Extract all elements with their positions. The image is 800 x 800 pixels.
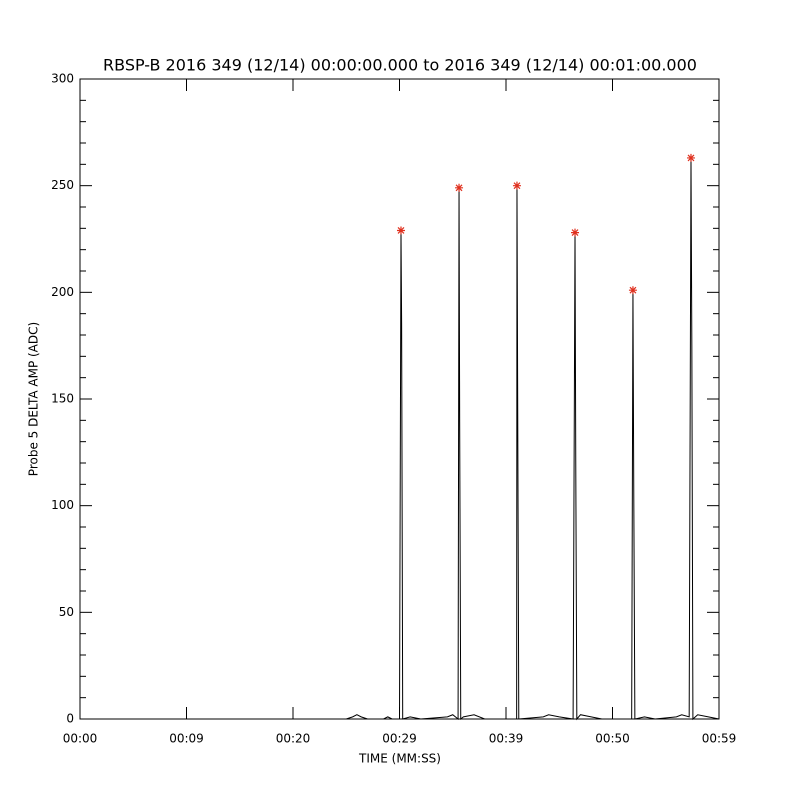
- data-line: [80, 157, 720, 721]
- x-axis-label: TIME (MM:SS): [358, 752, 441, 766]
- y-tick-label: 300: [51, 72, 74, 86]
- x-tick-label: 00:00: [63, 732, 98, 746]
- y-tick-label: 250: [51, 178, 74, 192]
- y-tick-label: 50: [59, 605, 74, 619]
- y-axis-label: Probe 5 DELTA AMP (ADC): [27, 322, 41, 476]
- x-tick-label: 00:29: [382, 732, 417, 746]
- peak-marker: [686, 153, 695, 162]
- chart-title: RBSP-B 2016 349 (12/14) 00:00:00.000 to …: [103, 56, 697, 75]
- peak-marker: [571, 228, 580, 237]
- peak-marker: [628, 286, 637, 295]
- x-tick-label: 00:09: [169, 732, 204, 746]
- y-tick-label: 150: [51, 392, 74, 406]
- y-tick-label: 200: [51, 285, 74, 299]
- x-tick-label: 00:50: [595, 732, 630, 746]
- peak-marker: [455, 183, 464, 192]
- x-tick-label: 00:59: [702, 732, 737, 746]
- y-tick-label: 0: [66, 712, 74, 726]
- x-tick-label: 00:20: [276, 732, 311, 746]
- peak-marker: [396, 226, 405, 235]
- y-tick-label: 100: [51, 498, 74, 512]
- x-tick-label: 00:39: [489, 732, 524, 746]
- peak-marker: [512, 181, 521, 190]
